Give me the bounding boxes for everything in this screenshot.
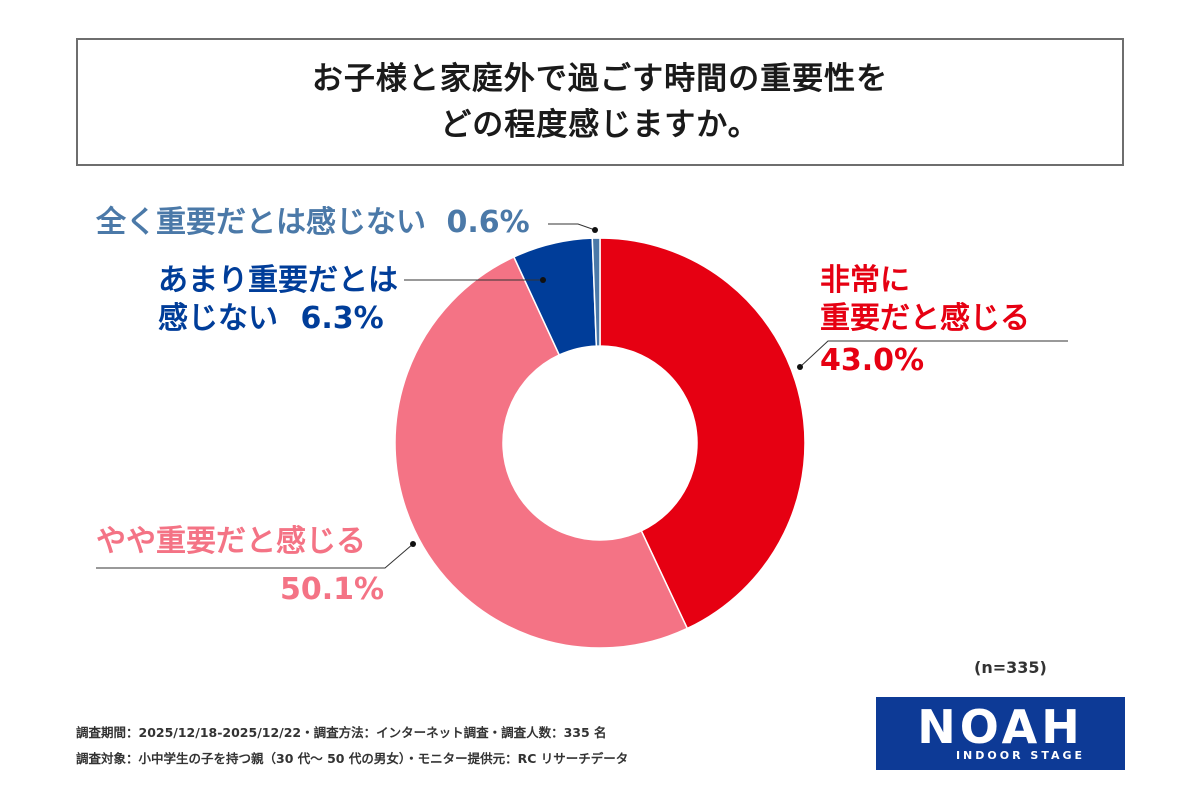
slice-very-important: [599, 237, 806, 630]
logo-main-text: NOAH: [917, 699, 1084, 754]
label-not-much-pct: 6.3%: [300, 301, 384, 336]
noah-logo: NOAH INDOOR STAGE: [876, 697, 1125, 770]
leader-lines: [96, 223, 1068, 569]
label-not-at-all-pct: 0.6%: [446, 205, 530, 240]
label-somewhat-important-line1: やや重要だと感じる: [96, 524, 366, 559]
leader-very-important: [799, 340, 1068, 368]
title-box: お子様と家庭外で過ごす時間の重要性を どの程度感じますか。: [76, 38, 1124, 166]
logo-sub-text: INDOOR STAGE: [955, 748, 1086, 762]
label-somewhat-important-pct: 50.1%: [280, 572, 385, 607]
label-very-important: 非常に 重要だと感じる 43.0%: [820, 262, 1030, 380]
label-very-important-line2: 重要だと感じる: [820, 301, 1030, 336]
label-not-at-all-text: 全く重要だとは感じない: [96, 205, 426, 240]
leader-very-important-dot: [797, 364, 803, 370]
leader-somewhat-important: [96, 543, 414, 569]
slice-not-at-all: [591, 237, 601, 347]
label-very-important-line1: 非常に: [820, 263, 910, 298]
leader-not-at-all-dot: [592, 227, 598, 233]
label-not-at-all: 全く重要だとは感じない 0.6%: [96, 204, 530, 242]
label-not-much-line2-text: 感じない: [158, 301, 278, 336]
leader-not-much-dot: [540, 277, 546, 283]
footnote-line-1: 調査期間：2025/12/18-2025/12/22・調査方法：インターネット調…: [76, 725, 607, 740]
donut-slices: [394, 237, 806, 649]
footnote-line-2: 調査対象：小中学生の子を持つ親（30 代〜 50 代の男女）・モニター提供元：R…: [76, 751, 629, 766]
slice-somewhat-important: [394, 255, 689, 649]
chart-title-line-1: お子様と家庭外で過ごす時間の重要性を: [311, 61, 889, 97]
chart-title-line-2: どの程度感じますか。: [440, 107, 760, 143]
leader-not-at-all: [548, 223, 596, 231]
label-not-much-line1: あまり重要だとは: [158, 263, 398, 298]
label-not-much-line2: 感じない 6.3%: [158, 300, 398, 338]
label-not-much: あまり重要だとは 感じない 6.3%: [158, 262, 398, 338]
sample-size: (n=335): [974, 658, 1047, 677]
label-somewhat-important: やや重要だと感じる 50.1%: [96, 523, 384, 609]
leader-somewhat-important-dot: [410, 541, 416, 547]
label-very-important-pct: 43.0%: [820, 343, 925, 378]
